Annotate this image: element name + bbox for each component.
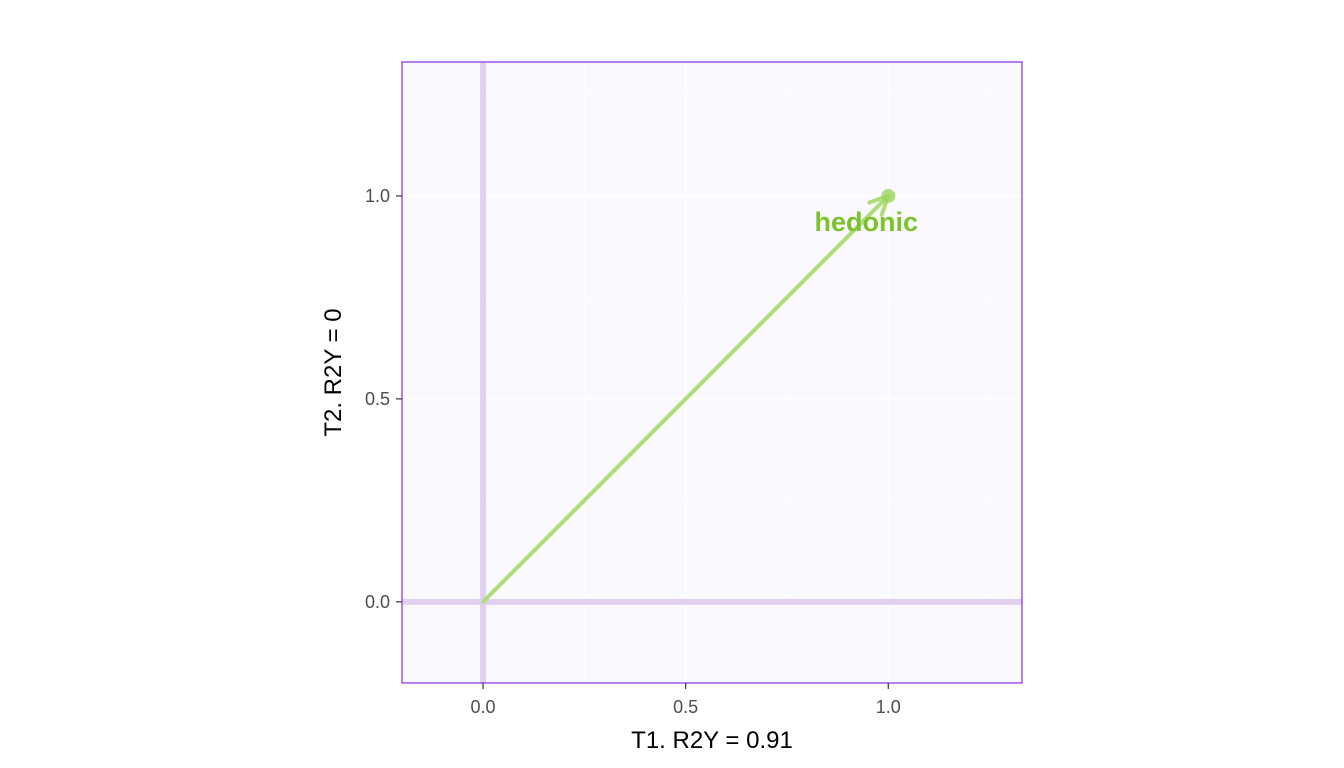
panel-border: [401, 61, 1023, 684]
x-tick-label: 0.5: [673, 697, 698, 717]
y-axis-title: T2. R2Y = 0: [320, 308, 347, 436]
y-tick-label: 0.0: [365, 592, 390, 612]
point-label-hedonic: hedonic: [815, 207, 919, 237]
plot-panel: hedonic: [401, 61, 1023, 684]
point-hedonic: [881, 188, 896, 203]
x-axis: 0.0 0.5 1.0: [471, 683, 901, 717]
x-tick-label: 1.0: [876, 697, 901, 717]
y-tick-label: 0.5: [365, 389, 390, 409]
x-tick-label: 0.0: [471, 697, 496, 717]
x-axis-title: T1. R2Y = 0.91: [631, 727, 793, 754]
y-tick-label: 1.0: [365, 186, 390, 206]
y-axis: 0.0 0.5 1.0: [365, 186, 402, 612]
arrow-shaft-hedonic: [481, 193, 891, 604]
data-marks: hedonic: [481, 188, 919, 604]
reference-lines: [402, 62, 1022, 683]
